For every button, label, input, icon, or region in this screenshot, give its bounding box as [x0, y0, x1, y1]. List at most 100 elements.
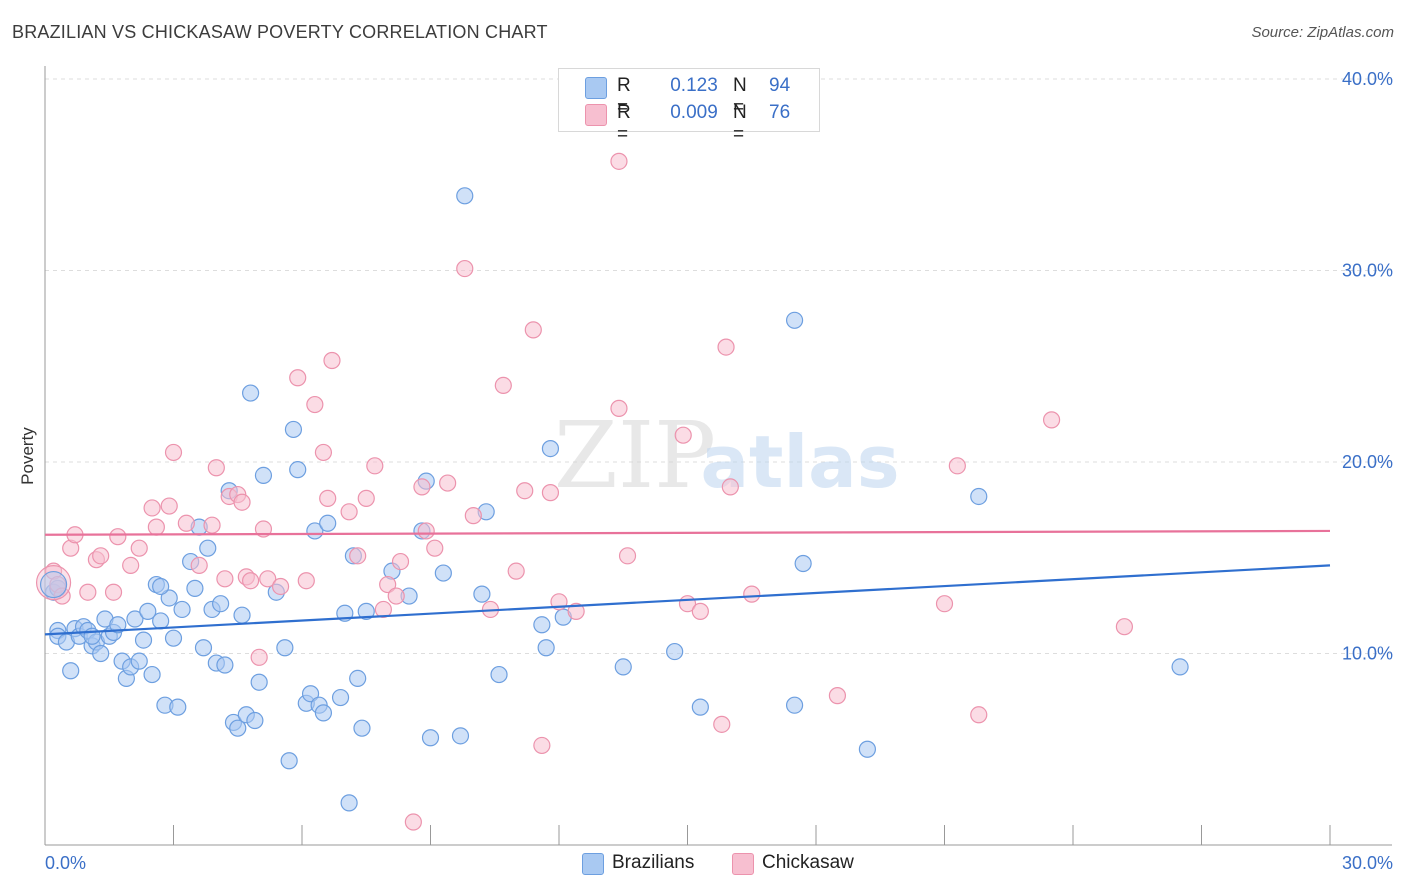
point-brazilians — [152, 577, 170, 596]
point-chickasaw — [323, 351, 341, 370]
point-brazilians — [212, 595, 230, 613]
point-brazilians — [970, 487, 988, 506]
point-chickasaw — [464, 507, 482, 525]
point-chickasaw — [524, 321, 542, 339]
y-tick-label: 30.0% — [1342, 261, 1393, 281]
point-chickasaw — [387, 587, 405, 605]
point-chickasaw — [541, 484, 560, 502]
point-chickasaw — [357, 489, 375, 507]
point-chickasaw — [242, 572, 260, 590]
point-chickasaw — [713, 715, 731, 733]
point-brazilians — [250, 673, 268, 691]
bottom-legend-label: Chickasaw — [762, 852, 854, 873]
point-brazilians — [451, 727, 470, 745]
point-chickasaw — [92, 547, 110, 565]
point-brazilians — [794, 554, 812, 573]
point-chickasaw — [147, 518, 165, 536]
point-chickasaw — [691, 602, 709, 620]
point-chickasaw — [130, 539, 148, 557]
point-brazilians — [254, 466, 273, 485]
point-chickasaw — [53, 587, 71, 605]
grid-lines — [45, 78, 1392, 654]
point-brazilians — [92, 644, 110, 663]
point-chickasaw — [104, 583, 123, 601]
point-chickasaw — [948, 457, 966, 475]
trend-line-chickasaw — [44, 529, 1331, 536]
point-brazilians — [160, 589, 178, 607]
point-chickasaw — [413, 478, 431, 496]
point-chickasaw — [721, 478, 739, 496]
point-brazilians — [353, 719, 371, 737]
point-brazilians — [242, 384, 260, 402]
data-points — [35, 152, 1189, 831]
bottom-legend-brazilians: Brazilians — [582, 852, 712, 876]
point-chickasaw — [935, 595, 954, 613]
point-chickasaw — [349, 547, 367, 565]
y-tick-label: 20.0% — [1342, 452, 1393, 472]
point-chickasaw — [610, 152, 628, 170]
point-chickasaw — [233, 493, 251, 511]
point-brazilians — [301, 685, 320, 703]
point-chickasaw — [1042, 411, 1061, 429]
point-brazilians — [109, 616, 127, 634]
point-brazilians — [319, 514, 337, 532]
point-chickasaw — [164, 443, 183, 462]
point-chickasaw — [674, 426, 692, 444]
point-brazilians — [473, 585, 491, 603]
point-brazilians — [199, 539, 217, 557]
point-chickasaw — [567, 602, 585, 620]
point-brazilians — [349, 669, 367, 687]
point-chickasaw — [533, 736, 551, 755]
point-brazilians — [284, 420, 303, 439]
point-brazilians — [169, 698, 187, 716]
bottom-legend-chickasaw: Chickasaw — [732, 852, 872, 876]
point-brazilians — [666, 642, 684, 661]
point-chickasaw — [250, 648, 268, 666]
point-chickasaw — [190, 556, 208, 575]
legend-n-value: 76 — [769, 102, 791, 123]
point-brazilians — [314, 704, 333, 722]
point-chickasaw — [426, 539, 444, 557]
point-brazilians — [289, 461, 307, 479]
point-chickasaw — [970, 706, 988, 724]
point-chickasaw — [271, 577, 290, 596]
point-brazilians — [434, 564, 452, 582]
point-chickasaw — [717, 338, 735, 356]
point-chickasaw — [417, 522, 435, 540]
point-brazilians — [858, 740, 877, 758]
point-brazilians — [246, 711, 264, 730]
point-chickasaw — [289, 369, 307, 387]
point-chickasaw — [507, 562, 525, 580]
watermark-zip: ZIP — [554, 402, 716, 509]
point-brazilians — [233, 606, 251, 624]
point-chickasaw — [456, 259, 474, 278]
watermark: ZIP atlas — [554, 402, 900, 509]
point-chickasaw — [306, 395, 324, 414]
point-brazilians — [533, 616, 551, 634]
point-chickasaw — [610, 399, 628, 417]
point-chickasaw — [259, 570, 277, 588]
point-chickasaw — [516, 482, 534, 500]
point-brazilians — [357, 602, 375, 620]
point-chickasaw — [216, 570, 234, 588]
point-brazilians — [1171, 658, 1189, 676]
point-chickasaw — [439, 474, 457, 492]
point-chickasaw — [379, 575, 397, 594]
point-chickasaw — [143, 499, 161, 517]
x-tick-label: 0.0% — [45, 853, 86, 873]
legend-n-label: N = — [733, 75, 747, 118]
point-brazilians — [229, 719, 247, 737]
axes — [44, 66, 1392, 846]
point-chickasaw — [743, 585, 761, 603]
legend-r-label: R = — [617, 75, 631, 118]
point-chickasaw — [391, 552, 410, 571]
x-tick-label: 30.0% — [1342, 853, 1393, 873]
trend-line-brazilians — [44, 564, 1331, 636]
point-chickasaw — [207, 459, 225, 477]
point-brazilians — [331, 688, 350, 707]
point-brazilians — [126, 610, 144, 628]
point-brazilians — [186, 579, 204, 597]
point-chickasaw — [109, 528, 127, 546]
point-brazilians — [541, 439, 560, 458]
point-brazilians — [62, 662, 80, 680]
